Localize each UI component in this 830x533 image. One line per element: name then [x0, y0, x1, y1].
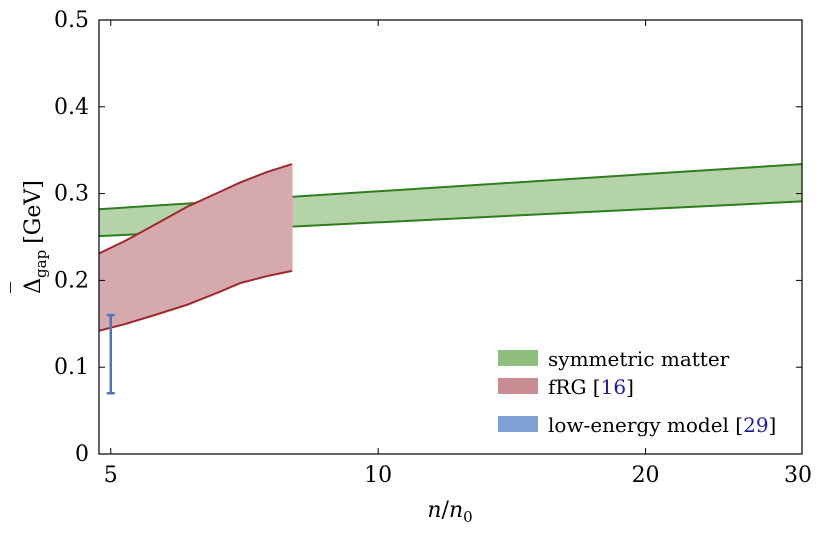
legend-ref-16[interactable]: 16	[601, 375, 626, 399]
y-axis-label-symbol: Δ	[21, 278, 46, 294]
band-fill-frg	[99, 164, 293, 331]
y-tick-label: 0.2	[54, 268, 89, 293]
legend: symmetric matter fRG [16] low-energy mod…	[498, 347, 776, 437]
x-axis-label-n: n	[427, 498, 441, 523]
x-axis-label: n/n0	[427, 498, 472, 526]
ticks-layer: 0 0.1 0.2 0.3 0.4 0.5 5 10 20 30	[54, 8, 812, 488]
legend-swatch-low-energy-model	[498, 416, 538, 432]
x-tick-label: 20	[632, 463, 660, 488]
legend-label-frg-close: ]	[626, 375, 634, 399]
x-tick-label: 10	[364, 463, 392, 488]
legend-label-frg: fRG [16]	[548, 375, 634, 399]
y-axis-label-unit: [GeV]	[21, 180, 46, 244]
y-axis-label: Δgap [GeV] ‾	[8, 180, 50, 294]
legend-label-symmetric-matter: symmetric matter	[548, 347, 730, 371]
bands-layer	[99, 163, 802, 332]
legend-swatch-frg	[498, 378, 538, 394]
band-lower-line-frg	[99, 269, 293, 332]
y-tick-label: 0.3	[54, 182, 89, 207]
legend-swatch-symmetric-matter	[498, 350, 538, 366]
legend-label-low-energy-model: low-energy model [29]	[548, 413, 776, 437]
legend-label-low-energy-close: ]	[769, 413, 777, 437]
x-tick-label: 5	[104, 463, 118, 488]
y-tick-label: 0.1	[54, 355, 89, 380]
y-tick-label: 0	[75, 442, 89, 467]
x-tick-label: 30	[784, 463, 812, 488]
x-axis-label-base: n	[449, 498, 463, 523]
y-tick-label: 0.4	[54, 95, 89, 120]
plot-frame	[98, 19, 803, 455]
x-axis-label-sub: 0	[463, 508, 473, 526]
y-tick-label: 0.5	[54, 8, 89, 33]
errorbars-layer	[106, 313, 115, 395]
x-axis-label-slash: /	[442, 498, 450, 523]
y-axis-label-sub: gap	[32, 250, 50, 278]
legend-label-frg-text: fRG [	[548, 375, 601, 399]
y-axis-label-bar: ‾	[8, 282, 33, 293]
legend-ref-29[interactable]: 29	[743, 413, 768, 437]
legend-label-low-energy-text: low-energy model [	[548, 413, 743, 437]
svg-text:Δgap[GeV]: Δgap [GeV]	[21, 180, 50, 294]
band-upper-line-frg	[99, 163, 293, 255]
